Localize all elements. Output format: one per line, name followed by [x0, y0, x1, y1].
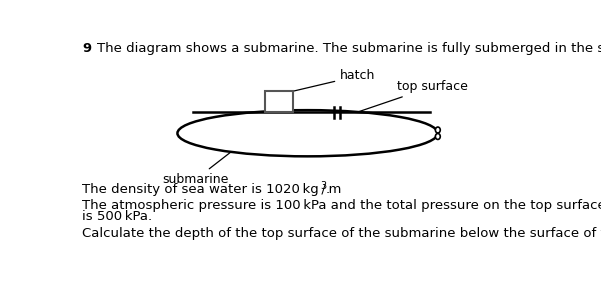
Text: The density of sea water is 1020 kg / m: The density of sea water is 1020 kg / m: [82, 183, 341, 196]
Text: submarine: submarine: [162, 152, 231, 186]
Ellipse shape: [435, 134, 441, 139]
Text: Calculate the depth of the top surface of the submarine below the surface of the: Calculate the depth of the top surface o…: [82, 227, 601, 240]
Text: is 500 kPa.: is 500 kPa.: [82, 210, 152, 223]
Bar: [265, 91, 293, 112]
Text: hatch: hatch: [287, 69, 376, 92]
Text: The atmospheric pressure is 100 kPa and the total pressure on the top surface of: The atmospheric pressure is 100 kPa and …: [82, 199, 601, 212]
Text: 3: 3: [321, 181, 327, 191]
Text: top surface: top surface: [359, 80, 468, 112]
Text: .: .: [326, 183, 329, 196]
Text: 9: 9: [82, 42, 91, 55]
Text: The diagram shows a submarine. The submarine is fully submerged in the sea.: The diagram shows a submarine. The subma…: [97, 42, 601, 55]
Ellipse shape: [435, 127, 441, 133]
Ellipse shape: [177, 110, 438, 156]
